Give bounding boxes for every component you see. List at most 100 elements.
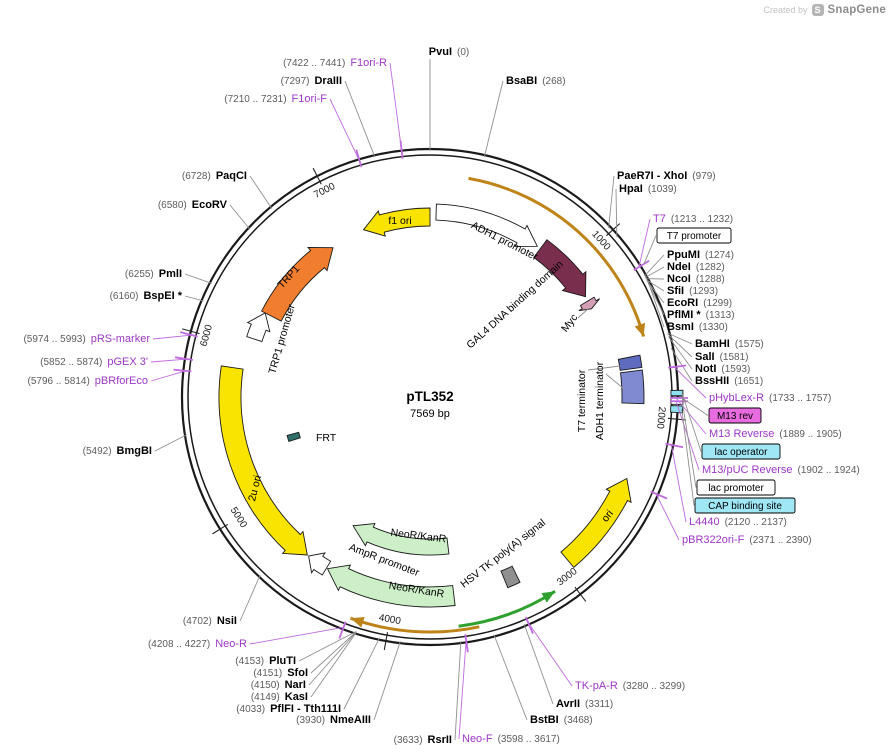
enzyme-label-part: (1293) — [689, 286, 718, 297]
enzyme-label-part: PaqCI — [216, 170, 247, 182]
primer-leader-f1ori-r — [389, 62, 403, 153]
enzyme-label-part: PflFI - Tth111I — [270, 703, 341, 715]
enzyme-label-ndei: NdeI (1282) — [667, 261, 725, 273]
enzyme-label-part: (6255) — [125, 269, 154, 280]
enzyme-leader-bstbi — [493, 634, 528, 721]
enzyme-label-part: (1593) — [721, 364, 750, 375]
enzyme-leader-bamhi — [667, 332, 693, 345]
enzyme-label-bspei: (6160) BspEI * — [110, 290, 183, 302]
enzyme-label-part: BspEI * — [143, 290, 182, 302]
feature-t7-terminator — [617, 354, 643, 371]
enzyme-label-part: NmeAIII — [330, 714, 371, 726]
feature-label-myc: Myc — [559, 312, 580, 335]
primer-tick-neo-f — [464, 634, 469, 653]
enzyme-label-bsmi: BsmI (1330) — [667, 321, 728, 333]
enzyme-label-part: NarI — [285, 679, 306, 691]
feature-trp1-promoter — [246, 312, 271, 343]
enzyme-label-bamhi: BamHI (1575) — [695, 338, 764, 350]
primer-label-part: F1ori-R — [350, 57, 387, 69]
enzyme-leader-kasi — [310, 631, 358, 698]
primer-leader-pbr322ori-f — [655, 493, 680, 541]
enzyme-label-part: NotI — [695, 363, 716, 375]
primer-tick-f1ori-f — [355, 149, 363, 168]
enzyme-label-part: (4149) — [251, 692, 280, 703]
snapgene-logo-icon: S — [811, 4, 824, 16]
primer-label-neo-f: Neo-F (3598 .. 3617) — [462, 733, 560, 745]
primer-label-phyblex-r: pHybLex-R (1733 .. 1757) — [709, 392, 831, 404]
tick-label-3000: 3000 — [555, 566, 580, 588]
primer-label-part: (1902 .. 1924) — [797, 465, 859, 476]
enzyme-label-part: NdeI — [667, 261, 691, 273]
boxed-label-t7-promoter — [656, 227, 732, 244]
primer-label-part: M13/pUC Reverse — [702, 464, 792, 476]
feature-frt — [286, 431, 301, 442]
enzyme-label-part: (3633) — [394, 735, 423, 746]
enzyme-label-part: DraIII — [314, 75, 342, 87]
enzyme-leader-paer7i-xhoi — [608, 175, 615, 228]
primer-leader-m13-reverse — [675, 397, 707, 435]
primer-label-part: TK-pA-R — [575, 680, 618, 692]
primer-leader-t7 — [638, 218, 651, 268]
enzyme-label-part: PflMI * — [667, 309, 701, 321]
primer-label-part: (5974 .. 5993) — [23, 334, 85, 345]
enzyme-label-part: PpuMI — [667, 249, 700, 261]
enzyme-label-part: HpaI — [619, 183, 643, 195]
enzyme-label-part: (1282) — [696, 262, 725, 273]
primer-label-part: (7210 .. 7231) — [224, 94, 286, 105]
primer-leader-neo-f — [458, 640, 467, 740]
tick-label-5000: 5000 — [228, 505, 249, 530]
boxed-label-m13-rev — [708, 407, 762, 424]
enzyme-label-part: (4151) — [253, 668, 282, 679]
enzyme-label-part: (979) — [692, 171, 715, 182]
primer-label-f1ori-f: (7210 .. 7231) F1ori-F — [224, 93, 327, 105]
enzyme-label-part: PluTI — [269, 655, 296, 667]
enzyme-label-noti: NotI (1593) — [695, 363, 750, 375]
primer-leader-tk-pa-r — [527, 622, 573, 687]
enzyme-leader-nsii — [239, 574, 261, 622]
primer-label-part: pRS-marker — [91, 333, 151, 345]
boxed-label-lac-operator — [701, 443, 781, 460]
enzyme-label-bsshii: BssHII (1651) — [695, 375, 763, 387]
tick-label-2000: 2000 — [654, 406, 667, 430]
enzyme-label-avrii: AvrII (3311) — [556, 698, 613, 710]
enzyme-label-ppumi: PpuMI (1274) — [667, 249, 734, 261]
orf-arc-green-arrowhead — [541, 591, 556, 603]
enzyme-leader-bmgbi — [154, 434, 188, 452]
feature-myc — [578, 296, 600, 312]
primer-leader-phyblex-r — [673, 366, 707, 399]
enzyme-label-part: (1313) — [706, 310, 735, 321]
feature-label-ori: ori — [599, 508, 616, 525]
enzyme-leader-draiii — [344, 80, 376, 158]
boxed-label-text-cap-binding-site: CAP binding site — [708, 501, 782, 512]
orf-arc-green — [458, 589, 556, 628]
enzyme-label-rsrii: (3633) RsrII — [394, 734, 452, 746]
primer-label-part: M13 Reverse — [709, 428, 774, 440]
enzyme-label-nsii: (4702) NsiI — [183, 615, 237, 627]
enzyme-leader-rsrii — [454, 641, 462, 741]
enzyme-label-part: BssHII — [695, 375, 729, 387]
tick-mark-3000 — [574, 586, 587, 602]
enzyme-leader-bsabi — [483, 80, 504, 158]
enzyme-label-sfii: SfiI (1293) — [667, 285, 718, 297]
enzyme-label-part: BstBI — [530, 714, 559, 726]
primer-label-part: pBRforEco — [95, 375, 148, 387]
boxed-label-cap-binding-site — [694, 497, 796, 514]
enzyme-label-sali: SalI (1581) — [695, 351, 748, 363]
enzyme-label-part: (4153) — [235, 656, 264, 667]
primer-label-part: (1213 .. 1232) — [671, 214, 733, 225]
enzyme-label-part: (1039) — [648, 184, 677, 195]
enzyme-label-paer7i-xhoi: PaeR7I - XhoI (979) — [617, 170, 716, 182]
enzyme-leader-pmli — [184, 273, 212, 284]
enzyme-label-bsabi: BsaBI (268) — [506, 75, 566, 87]
enzyme-label-part: (3311) — [585, 699, 613, 710]
plasmid-size: 7569 bp — [410, 408, 450, 420]
enzyme-label-ecorv: (6580) EcoRV — [158, 199, 228, 211]
orf-arc-top — [468, 176, 646, 337]
watermark-brand: SnapGene — [827, 4, 886, 16]
primer-label-part: L4440 — [689, 516, 720, 528]
enzyme-label-part: (1299) — [703, 298, 732, 309]
feature-label-adh1-terminator: ADH1 terminator — [594, 361, 606, 440]
primer-tick-prs-marker — [180, 331, 198, 338]
feature-hsv-tk-polya — [500, 565, 521, 589]
